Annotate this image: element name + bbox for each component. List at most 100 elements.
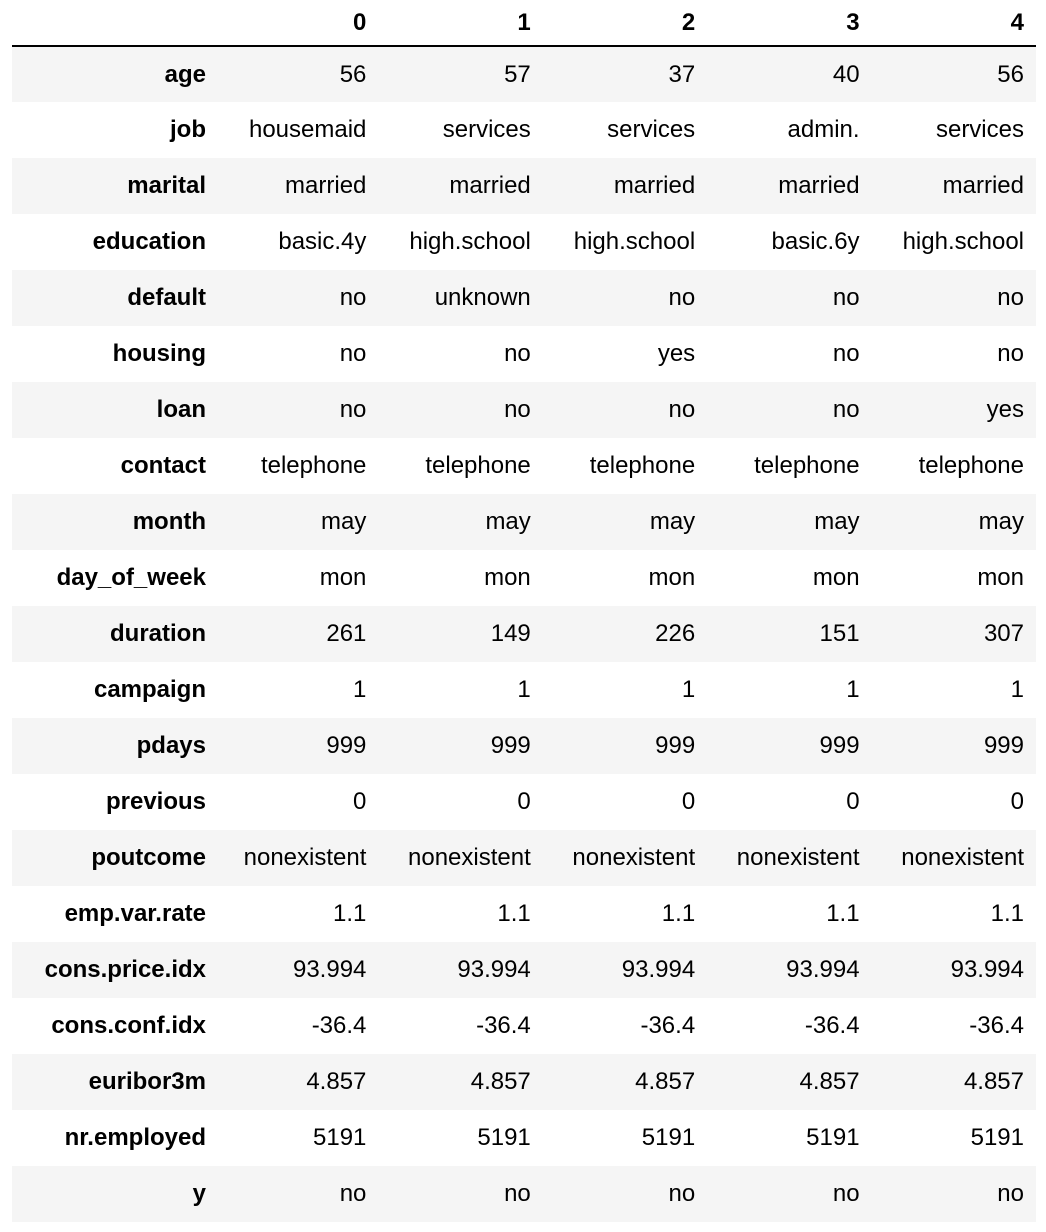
table-cell: high.school <box>902 228 1024 255</box>
table-cell: 0 <box>846 788 860 815</box>
table-cell: no <box>339 340 367 367</box>
table-cell: mon <box>648 564 696 591</box>
table-row: job housemaid services services admin. servic… <box>12 102 1036 158</box>
table-row: y no no no no no <box>12 1166 1036 1222</box>
table-cell: 0 <box>1010 788 1024 815</box>
table-row: day_of_week mon mon mon mon mon <box>12 550 1036 606</box>
table-cell: 93.994 <box>457 956 531 983</box>
table-cell: 5191 <box>641 1124 696 1151</box>
table-body: age 56 57 37 40 56 job housemaid services service… <box>12 46 1036 1222</box>
row-label: emp.var.rate <box>64 900 206 927</box>
table-cell: 307 <box>983 620 1024 647</box>
table-cell: nonexistent <box>736 844 860 871</box>
row-label: previous <box>105 788 206 815</box>
table-cell: 93.994 <box>292 956 367 983</box>
table-cell: no <box>339 284 367 311</box>
table-cell: services <box>607 116 696 143</box>
table-cell: may <box>978 508 1024 535</box>
table-cell: no <box>668 284 696 311</box>
table-cell: 999 <box>819 732 860 759</box>
table-row: month may may may may may <box>12 494 1036 550</box>
table-cell: nonexistent <box>901 844 1024 871</box>
table-cell: 4.857 <box>963 1068 1024 1095</box>
table-cell: mon <box>484 564 531 591</box>
table-cell: mon <box>319 564 367 591</box>
table-cell: 1 <box>681 676 696 703</box>
row-label: euribor3m <box>88 1068 206 1095</box>
table-cell: 999 <box>326 732 367 759</box>
row-label: nr.employed <box>64 1124 206 1151</box>
column-header: 4 <box>871 0 1036 47</box>
table-cell: unknown <box>434 284 531 311</box>
table-cell: no <box>832 284 860 311</box>
table-cell: 0 <box>353 788 367 815</box>
row-label: contact <box>120 452 206 479</box>
table-cell: no <box>339 396 367 423</box>
table-cell: telephone <box>425 452 531 479</box>
table-row: marital married married married married marri… <box>12 158 1036 214</box>
table-row: duration 261 149 226 151 307 <box>12 606 1036 662</box>
table-row: cons.conf.idx -36.4 -36.4 -36.4 -36.4 -36.4 <box>12 998 1036 1054</box>
table-cell: no <box>504 396 531 423</box>
table-cell: 1.1 <box>333 900 367 927</box>
table-cell: nonexistent <box>572 844 696 871</box>
table-row: education basic.4y high.school high.school b… <box>12 214 1036 270</box>
table-cell: 1 <box>846 676 860 703</box>
table-cell: no <box>832 396 860 423</box>
row-label: cons.price.idx <box>44 956 206 983</box>
table-cell: high.school <box>409 228 531 255</box>
table-cell: mon <box>977 564 1024 591</box>
table-cell: no <box>668 1180 696 1207</box>
table-cell: no <box>832 1180 860 1207</box>
table-row: poutcome nonexistent nonexistent nonexisten… <box>12 830 1036 886</box>
table-cell: 0 <box>681 788 696 815</box>
row-label: job <box>170 116 206 143</box>
table-cell: -36.4 <box>804 1012 860 1039</box>
table-cell: basic.4y <box>278 228 367 255</box>
table-cell: 56 <box>997 60 1024 88</box>
table-cell: 5191 <box>477 1124 531 1151</box>
table-cell: 1 <box>353 676 367 703</box>
table-cell: 1.1 <box>990 900 1024 927</box>
table-cell: 93.994 <box>621 956 696 983</box>
row-label: y <box>192 1180 206 1207</box>
table-cell: married <box>285 172 367 199</box>
column-header: 0 <box>214 0 379 47</box>
row-label: duration <box>110 620 206 647</box>
table-row: nr.employed 5191 5191 5191 5191 5191 <box>12 1110 1036 1166</box>
table-cell: may <box>321 508 367 535</box>
row-label: campaign <box>93 676 206 703</box>
table-cell: high.school <box>573 228 696 255</box>
table-row: euribor3m 4.857 4.857 4.857 4.857 4.857 <box>12 1054 1036 1110</box>
table-cell: 1.1 <box>497 900 531 927</box>
table-row: previous 0 0 0 0 0 <box>12 774 1036 830</box>
table-cell: no <box>832 340 860 367</box>
table-row: campaign 1 1 1 1 1 <box>12 662 1036 718</box>
row-label: age <box>164 60 206 88</box>
column-header: 2 <box>542 0 708 47</box>
table-cell: 40 <box>832 60 860 88</box>
table-cell: yes <box>986 396 1024 423</box>
table-row: emp.var.rate 1.1 1.1 1.1 1.1 1.1 <box>12 886 1036 942</box>
row-label: loan <box>156 396 206 423</box>
row-label: housing <box>112 340 206 367</box>
table-cell: 4.857 <box>799 1068 860 1095</box>
table-cell: 0 <box>517 788 531 815</box>
table-cell: no <box>668 396 696 423</box>
table-cell: 999 <box>490 732 531 759</box>
row-label: default <box>127 284 206 311</box>
index-corner <box>12 0 214 47</box>
table-cell: services <box>935 116 1024 143</box>
table-cell: may <box>649 508 696 535</box>
column-header: 1 <box>378 0 543 47</box>
table-cell: married <box>613 172 696 199</box>
table-cell: services <box>442 116 531 143</box>
table-cell: 1 <box>1010 676 1024 703</box>
table-cell: married <box>449 172 531 199</box>
table-cell: 5191 <box>806 1124 860 1151</box>
table-cell: telephone <box>754 452 860 479</box>
table-row: pdays 999 999 999 999 999 <box>12 718 1036 774</box>
table-cell: married <box>778 172 860 199</box>
